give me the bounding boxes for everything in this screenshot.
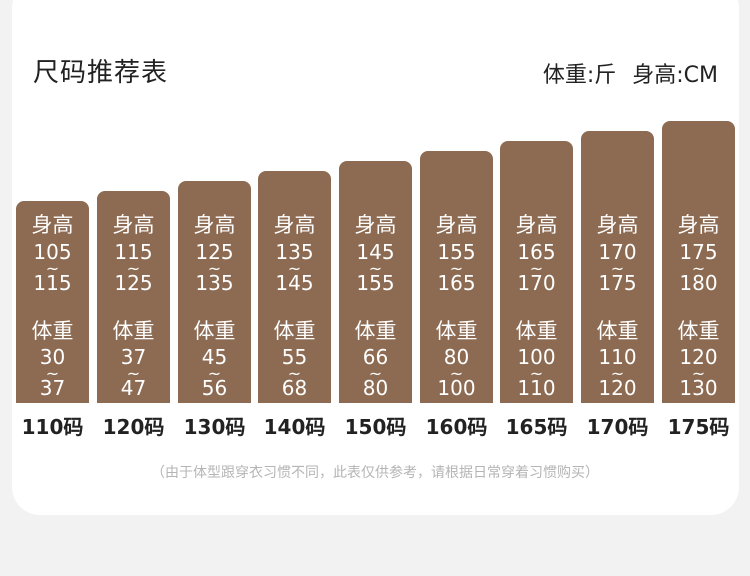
weight-label: 体重: [193, 319, 236, 343]
size-label: 175码: [667, 415, 730, 439]
height-max: 170: [517, 271, 556, 295]
height-max: 115: [33, 271, 72, 295]
size-bar: 身高 135 ~145 体重 55 ~68: [258, 171, 331, 403]
height-max: 135: [195, 271, 234, 295]
weight-min: 55: [281, 345, 308, 369]
unit-legend: 体重:斤 身高:CM: [543, 57, 718, 89]
height-max: 165: [437, 271, 476, 295]
height-range-sep: ~: [126, 259, 141, 278]
height-range-sep: ~: [610, 259, 625, 278]
size-bar: 身高 165 ~170 体重 100 ~110: [500, 141, 573, 403]
height-max: 175: [598, 271, 637, 295]
size-label: 120码: [102, 415, 165, 439]
weight-max: 68: [281, 376, 308, 400]
weight-label: 体重: [112, 319, 155, 343]
weight-range-sep: ~: [529, 364, 544, 383]
height-label: 身高: [112, 213, 155, 237]
height-max: 145: [275, 271, 314, 295]
weight-min: 100: [517, 345, 556, 369]
weight-range-sep: ~: [45, 364, 60, 383]
weight-range-sep: ~: [449, 364, 464, 383]
height-range-sep: ~: [449, 259, 464, 278]
size-label: 140码: [263, 415, 326, 439]
size-label: 170码: [586, 415, 649, 439]
weight-max: 80: [362, 376, 389, 400]
size-bar: 身高 145 ~155 体重 66 ~80: [339, 161, 412, 403]
weight-max: 56: [201, 376, 228, 400]
height-range-sep: ~: [529, 259, 544, 278]
height-label: 身高: [354, 213, 397, 237]
weight-unit-label: 体重:斤: [542, 63, 617, 88]
height-label: 身高: [596, 213, 639, 237]
height-range-sep: ~: [207, 259, 222, 278]
height-unit-label: 身高:CM: [632, 63, 718, 88]
weight-range-sep: ~: [368, 364, 383, 383]
height-range-sep: ~: [45, 259, 60, 278]
weight-max: 37: [39, 376, 66, 400]
size-bar: 身高 175 ~180 体重 120 ~130: [662, 121, 735, 403]
size-label: 165码: [505, 415, 568, 439]
height-range-sep: ~: [368, 259, 383, 278]
weight-label: 体重: [354, 319, 397, 343]
height-max: 180: [679, 271, 718, 295]
height-min: 165: [517, 240, 556, 264]
height-label: 身高: [273, 213, 316, 237]
size-label: 150码: [344, 415, 407, 439]
weight-min: 30: [39, 345, 66, 369]
weight-label: 体重: [31, 319, 74, 343]
weight-min: 120: [679, 345, 718, 369]
height-min: 175: [679, 240, 718, 264]
weight-range-sep: ~: [207, 364, 222, 383]
weight-range-sep: ~: [610, 364, 625, 383]
height-max: 125: [114, 271, 153, 295]
weight-range-sep: ~: [691, 364, 706, 383]
height-label: 身高: [31, 213, 74, 237]
height-min: 145: [356, 240, 395, 264]
height-min: 135: [275, 240, 314, 264]
disclaimer-note: （由于体型跟穿衣习惯不同，此表仅供参考，请根据日常穿着习惯购买）: [151, 465, 599, 481]
size-label: 160码: [425, 415, 488, 439]
height-min: 155: [437, 240, 476, 264]
height-max: 155: [356, 271, 395, 295]
weight-min: 45: [201, 345, 228, 369]
weight-min: 80: [443, 345, 470, 369]
weight-min: 37: [120, 345, 147, 369]
size-label: 130码: [183, 415, 246, 439]
size-bar: 身高 105 ~115 体重 30 ~37: [16, 201, 89, 403]
weight-label: 体重: [515, 319, 558, 343]
weight-range-sep: ~: [287, 364, 302, 383]
page-title: 尺码推荐表: [33, 58, 169, 88]
weight-label: 体重: [435, 319, 478, 343]
size-bar: 身高 115 ~125 体重 37 ~47: [97, 191, 170, 403]
size-bar: 身高 155 ~165 体重 80 ~100: [420, 151, 493, 403]
size-bar: 身高 125 ~135 体重 45 ~56: [178, 181, 251, 403]
height-label: 身高: [435, 213, 478, 237]
height-label: 身高: [677, 213, 720, 237]
height-min: 115: [114, 240, 153, 264]
weight-max: 100: [437, 376, 476, 400]
height-range-sep: ~: [287, 259, 302, 278]
height-min: 170: [598, 240, 637, 264]
weight-min: 66: [362, 345, 389, 369]
weight-label: 体重: [596, 319, 639, 343]
height-label: 身高: [515, 213, 558, 237]
height-min: 125: [195, 240, 234, 264]
weight-max: 47: [120, 376, 147, 400]
weight-label: 体重: [273, 319, 316, 343]
weight-max: 110: [517, 376, 556, 400]
height-min: 105: [33, 240, 72, 264]
weight-label: 体重: [677, 319, 720, 343]
size-bar: 身高 170 ~175 体重 110 ~120: [581, 131, 654, 403]
weight-max: 120: [598, 376, 637, 400]
height-label: 身高: [193, 213, 236, 237]
height-range-sep: ~: [691, 259, 706, 278]
weight-max: 130: [679, 376, 718, 400]
weight-range-sep: ~: [126, 364, 141, 383]
size-label: 110码: [21, 415, 84, 439]
weight-min: 110: [598, 345, 637, 369]
